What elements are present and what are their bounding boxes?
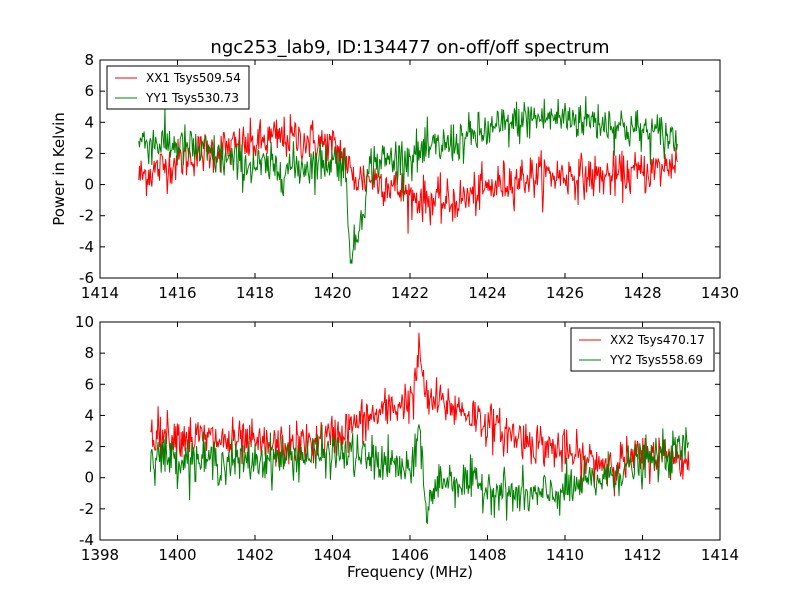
x-tick-label: 1410 <box>546 546 584 564</box>
y-tick-label: 10 <box>75 313 94 331</box>
x-tick-label: 1422 <box>391 284 429 302</box>
legend-entry-label: YY1 Tsys530.73 <box>145 91 239 105</box>
y-tick-label: 6 <box>84 375 94 393</box>
x-tick-label: 1416 <box>158 284 196 302</box>
y-tick-label: 2 <box>84 438 94 456</box>
y-tick-label: 6 <box>84 82 94 100</box>
legend-panel-1: XX1 Tsys509.54 YY1 Tsys530.73 <box>106 65 250 110</box>
chart-panel-1: 1414 1416 1418 1420 1422 1424 1426 1428 1430 -6 -4… <box>50 51 739 302</box>
y-tick-label: 4 <box>84 113 94 131</box>
x-tick-label: 1408 <box>468 546 506 564</box>
x-tick-label: 1400 <box>158 546 196 564</box>
legend-entry-label: XX2 Tsys470.17 <box>610 333 705 347</box>
x-tick-label: 1430 <box>701 284 739 302</box>
y-tick-label: 4 <box>84 406 94 424</box>
y-tick-label: 8 <box>84 51 94 69</box>
series-line-yy-panel-1 <box>138 96 678 264</box>
x-tick-label: 1428 <box>623 284 661 302</box>
series-line-yy-panel-2 <box>149 424 690 525</box>
x-tick-label: 1404 <box>313 546 351 564</box>
legend-box <box>570 327 715 372</box>
x-tick-label: 1412 <box>623 546 661 564</box>
figure-title: ngc253_lab9, ID:134477 on-off/off spectr… <box>210 37 609 58</box>
x-tick-label: 1426 <box>546 284 584 302</box>
legend-entry-label: XX1 Tsys509.54 <box>146 71 241 85</box>
x-tick-label: 1414 <box>701 546 739 564</box>
x-tick-label: 1398 <box>81 546 119 564</box>
y-tick-label: -6 <box>79 269 94 287</box>
x-tick-label: 1424 <box>468 284 506 302</box>
x-tick-label: 1402 <box>236 546 274 564</box>
legend-panel-2: XX2 Tsys470.17 YY2 Tsys558.69 <box>570 327 715 372</box>
y-tick-label: 2 <box>84 144 94 162</box>
legend-entry-label: YY2 Tsys558.69 <box>609 353 703 367</box>
y-tick-label: -4 <box>79 531 94 549</box>
series-line-xx-panel-1 <box>138 114 678 234</box>
y-tick-label: 8 <box>84 344 94 362</box>
chart-panel-2: 1398 1400 1402 1404 1406 1408 1410 1412 1414 -4 -2… <box>75 313 739 581</box>
y-tick-label: 0 <box>84 176 94 194</box>
chart-panels: 1414 1416 1418 1420 1422 1424 1426 1428 1430 -6 -4… <box>50 51 739 581</box>
y-axis-label: Power in Kelvin <box>50 112 68 226</box>
y-tick-label: 0 <box>84 469 94 487</box>
y-tick-label: -4 <box>79 238 94 256</box>
legend-box <box>106 65 250 110</box>
x-tick-label: 1420 <box>313 284 351 302</box>
y-tick-label: -2 <box>79 207 94 225</box>
x-tick-label: 1418 <box>236 284 274 302</box>
x-tick-label: 1406 <box>391 546 429 564</box>
x-axis-label: Frequency (MHz) <box>347 563 473 581</box>
y-tick-label: -2 <box>79 500 94 518</box>
series-line-xx-panel-2 <box>150 332 690 497</box>
x-tick-label: 1414 <box>81 284 119 302</box>
